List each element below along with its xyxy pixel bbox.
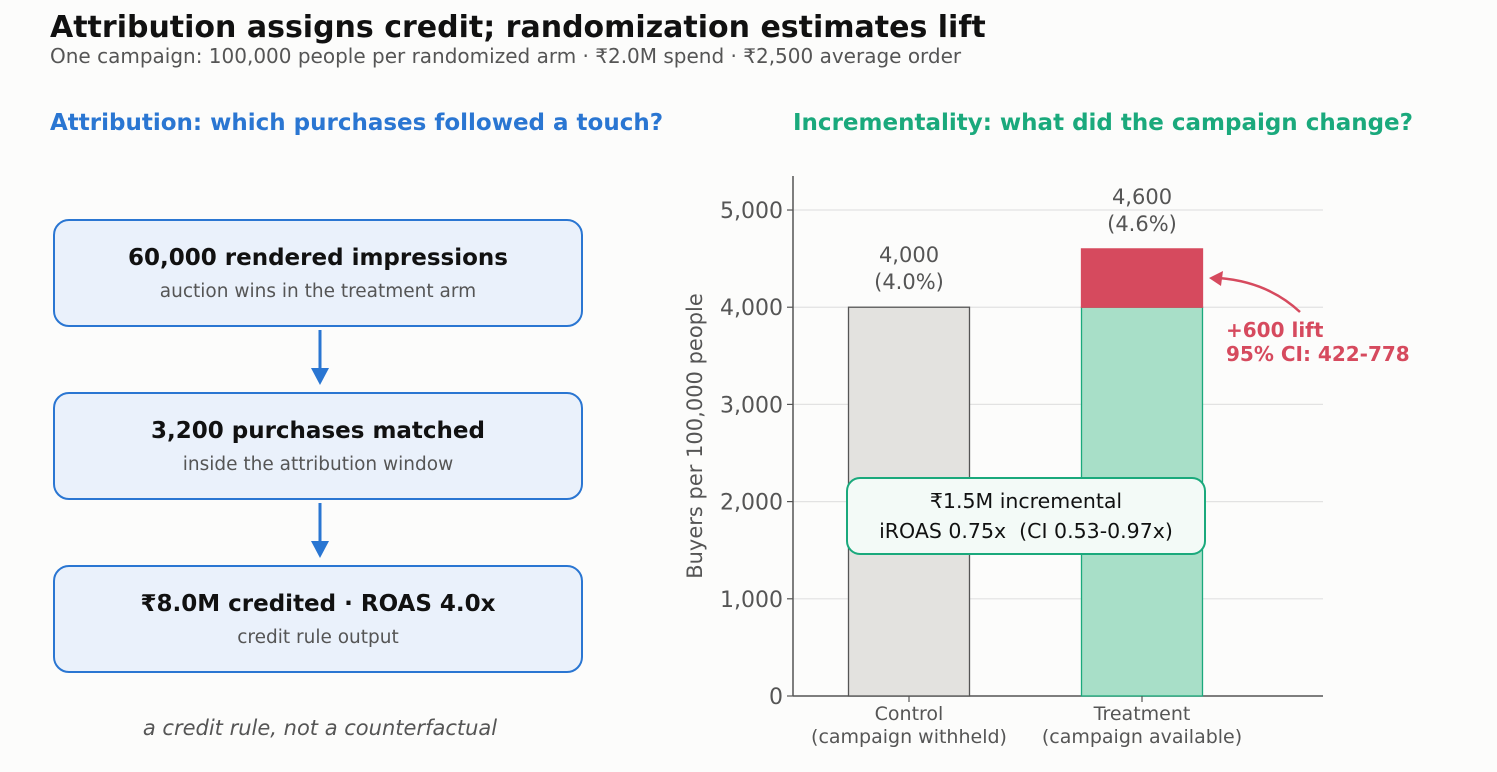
lift-arrow [1218,276,1301,313]
y-tick-label: 2,000 [720,491,783,516]
x-tick-label: Treatment [1093,703,1191,725]
bar-pct-label: (4.0%) [874,270,944,294]
page-title: Attribution assigns credit; randomizatio… [50,10,986,45]
lift-arrowhead-icon [1209,271,1223,287]
bar-value-label: 4,600 [1112,185,1172,209]
impressions-box: 60,000 rendered impressions auction wins… [53,219,583,327]
bar-value-label: 4,000 [879,243,939,267]
x-tick-sublabel: (campaign withheld) [811,726,1007,748]
arrow-down-icon [311,330,329,385]
credited-label: ₹8.0M credited · ROAS 4.0x [140,590,496,617]
arrow-down-icon [311,503,329,558]
credited-sublabel: credit rule output [237,626,399,648]
y-tick-label: 1,000 [720,588,783,613]
credited-box: ₹8.0M credited · ROAS 4.0x credit rule o… [53,565,583,673]
callout-line-1: ₹1.5M incremental [929,489,1123,513]
y-tick-label: 4,000 [720,296,783,321]
y-tick-label: 5,000 [720,199,783,224]
attribution-heading: Attribution: which purchases followed a … [50,110,664,136]
x-tick-label: Control [875,703,944,725]
x-tick-sublabel: (campaign available) [1042,726,1242,748]
impressions-sublabel: auction wins in the treatment arm [159,280,477,302]
page-subtitle: One campaign: 100,000 people per randomi… [50,44,962,68]
y-tick-label: 3,000 [720,393,783,418]
lift-ci-label: 95% CI: 422-778 [1226,342,1410,366]
incremental-callout: ₹1.5M incremental iROAS 0.75x (CI 0.53-0… [846,477,1206,555]
callout-line-2: iROAS 0.75x (CI 0.53-0.97x) [879,519,1173,543]
lift-label: +600 lift [1226,318,1324,342]
bar-lift-segment [1080,248,1204,308]
y-tick-label: 0 [769,685,783,710]
impressions-label: 60,000 rendered impressions [128,244,508,271]
purchases-matched-sublabel: inside the attribution window [182,453,454,475]
purchases-matched-box: 3,200 purchases matched inside the attri… [53,392,583,500]
incrementality-heading: Incrementality: what did the campaign ch… [793,110,1414,136]
purchases-matched-label: 3,200 purchases matched [150,417,485,444]
attribution-footnote: a credit rule, not a counterfactual [142,716,498,740]
y-axis-label: Buyers per 100,000 people [683,293,707,579]
bar-pct-label: (4.6%) [1107,212,1177,236]
